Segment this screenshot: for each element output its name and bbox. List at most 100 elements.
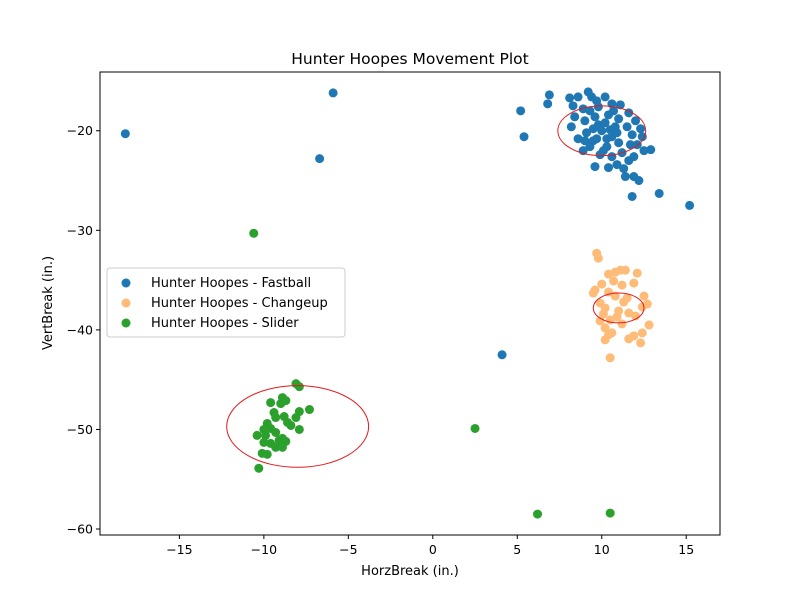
legend-marker-slider: [121, 318, 131, 328]
y-tick-label-4: −20: [67, 123, 93, 138]
point-fastball-27: [620, 172, 630, 182]
y-tick-label-1: −50: [67, 422, 93, 437]
point-changeup-37: [619, 297, 629, 307]
point-fastball-22: [646, 145, 656, 155]
point-changeup-33: [636, 338, 646, 348]
point-fastball-68: [592, 134, 602, 144]
point-changeup-3: [620, 265, 630, 275]
point-fastball-6: [543, 99, 553, 109]
point-fastball-40: [580, 116, 590, 126]
point-changeup-39: [624, 308, 634, 318]
point-fastball-69: [612, 128, 622, 138]
legend-marker-changeup: [121, 298, 131, 308]
point-slider-16: [286, 420, 296, 430]
point-slider-18: [294, 424, 304, 434]
plot-area: [120, 87, 695, 519]
point-fastball-1: [328, 88, 338, 98]
point-fastball-20: [637, 132, 647, 142]
point-fastball-7: [565, 93, 575, 103]
point-fastball-4: [519, 132, 529, 142]
x-axis-label: HorzBreak (in.): [361, 564, 459, 579]
point-fastball-30: [627, 191, 637, 201]
point-changeup-13: [604, 287, 614, 297]
point-changeup-1: [593, 253, 603, 263]
point-changeup-25: [600, 323, 610, 333]
point-slider-21: [261, 430, 271, 440]
point-fastball-67: [605, 125, 615, 135]
point-fastball-61: [609, 106, 619, 116]
point-fastball-33: [590, 162, 600, 172]
point-fastball-8: [568, 101, 578, 111]
x-tick-label-4: 5: [513, 542, 521, 557]
point-fastball-9: [573, 92, 583, 102]
point-changeup-24: [617, 319, 627, 329]
point-fastball-54: [607, 152, 617, 162]
y-axis-label: VertBreak (in.): [41, 256, 56, 350]
x-tick-label-6: 15: [678, 542, 694, 557]
y-tick-label-2: −40: [67, 322, 93, 337]
point-fastball-42: [590, 112, 600, 122]
point-fastball-66: [627, 130, 637, 140]
point-changeup-31: [600, 335, 610, 345]
legend-label-slider: Hunter Hoopes - Slider: [151, 316, 299, 331]
point-fastball-19: [636, 124, 646, 134]
point-slider-31: [262, 449, 272, 459]
point-slider-7: [304, 405, 314, 415]
y-tick-label-3: −30: [67, 223, 93, 238]
point-slider-5: [276, 399, 286, 409]
point-changeup-22: [595, 316, 605, 326]
point-changeup-28: [644, 320, 654, 330]
point-fastball-53: [582, 128, 592, 138]
point-fastball-38: [566, 122, 576, 132]
point-fastball-0: [120, 129, 130, 139]
point-fastball-2: [315, 154, 325, 164]
x-tick-label-5: 10: [594, 542, 610, 557]
point-changeup-4: [610, 267, 620, 277]
point-fastball-49: [614, 138, 624, 148]
point-slider-35: [605, 508, 615, 518]
legend-label-changeup: Hunter Hoopes - Changeup: [151, 296, 328, 311]
x-tick-label-1: −10: [251, 542, 277, 557]
point-fastball-23: [639, 146, 649, 156]
point-fastball-5: [544, 90, 554, 100]
x-tick-label-0: −15: [166, 542, 192, 557]
point-changeup-12: [588, 288, 598, 298]
point-fastball-26: [619, 164, 629, 174]
point-changeup-14: [639, 291, 649, 301]
point-fastball-31: [654, 188, 664, 198]
y-axis: −60 −50 −40 −30 −20: [67, 123, 100, 537]
point-fastball-37: [573, 134, 583, 144]
point-fastball-14: [600, 92, 610, 102]
point-changeup-29: [637, 328, 647, 338]
legend-label-fastball: Hunter Hoopes - Fastball: [151, 276, 311, 291]
point-slider-32: [254, 463, 264, 473]
point-fastball-34: [604, 163, 614, 173]
point-fastball-44: [597, 126, 607, 136]
point-changeup-34: [605, 353, 615, 363]
point-slider-28: [277, 442, 287, 452]
legend-marker-fastball: [121, 278, 131, 288]
point-changeup-20: [598, 309, 608, 319]
point-fastball-64: [602, 134, 612, 144]
point-fastball-57: [614, 114, 624, 124]
point-changeup-16: [637, 302, 647, 312]
point-fastball-25: [624, 156, 634, 166]
cluster-ellipse-2: [226, 385, 370, 468]
point-slider-33: [470, 423, 480, 433]
point-fastball-32: [685, 200, 695, 210]
point-changeup-6: [604, 269, 614, 279]
point-changeup-8: [629, 278, 639, 288]
point-fastball-18: [631, 116, 641, 126]
point-changeup-5: [632, 268, 642, 278]
point-fastball-extra-0: [497, 350, 507, 360]
x-axis: −15 −10 −5 0 5 10 15: [166, 535, 694, 557]
point-fastball-45: [600, 118, 610, 128]
point-fastball-60: [585, 142, 595, 152]
point-slider-19: [271, 427, 281, 437]
point-fastball-39: [570, 112, 580, 122]
plot-frame: [99, 71, 721, 536]
legend-box: [106, 267, 346, 338]
point-slider-20: [252, 430, 262, 440]
